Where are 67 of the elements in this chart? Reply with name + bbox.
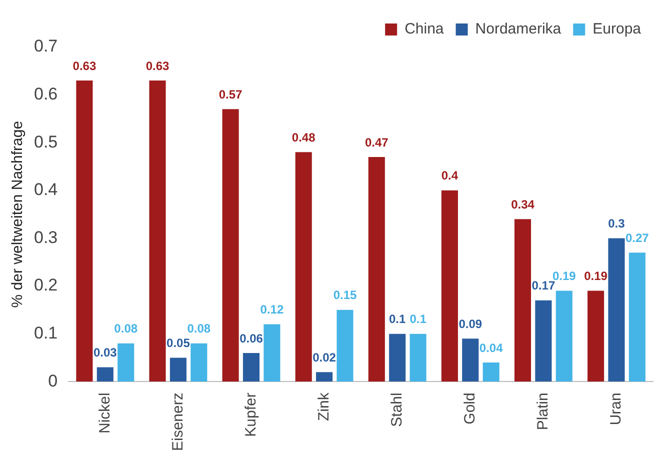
y-tick-label: 0.4 xyxy=(34,180,58,200)
legend-label: Europa xyxy=(592,20,642,38)
bar xyxy=(76,80,93,382)
data-label: 0.05 xyxy=(166,336,190,350)
bar xyxy=(389,334,406,382)
data-label: 0.1 xyxy=(388,312,406,326)
y-tick-label: 0.3 xyxy=(34,228,58,247)
bar xyxy=(368,156,385,382)
bar xyxy=(295,152,312,382)
data-label: 0.19 xyxy=(584,269,608,284)
bar xyxy=(514,219,532,382)
bar xyxy=(556,290,572,382)
y-axis-title: % der weltweiten Nachfrage xyxy=(9,120,26,308)
bar xyxy=(441,190,458,382)
data-label: 0.3 xyxy=(608,216,626,231)
bar xyxy=(96,367,114,382)
bar xyxy=(482,362,500,382)
bar xyxy=(410,334,426,382)
data-label: 0.03 xyxy=(93,346,118,360)
data-label: 0.02 xyxy=(312,350,336,364)
bar xyxy=(118,343,134,382)
bar xyxy=(316,372,333,382)
y-tick-label: 0.7 xyxy=(34,36,58,56)
x-tick-label: Kupfer xyxy=(242,392,260,437)
y-tick-label: 0.1 xyxy=(34,324,58,343)
data-label: 0.06 xyxy=(240,331,264,346)
bar xyxy=(222,109,239,382)
legend-label: China xyxy=(404,20,444,38)
data-label: 0.04 xyxy=(479,340,504,355)
bar xyxy=(336,310,354,382)
data-label: 0.34 xyxy=(511,197,535,212)
bar xyxy=(242,352,260,382)
data-label: 0.17 xyxy=(532,278,556,293)
data-label: 0.08 xyxy=(187,322,211,336)
y-tick-label: 0.2 xyxy=(34,276,58,295)
bar xyxy=(608,238,625,382)
data-label: 0.57 xyxy=(218,87,243,102)
y-tick-label: 0 xyxy=(48,371,58,390)
y-tick-label: 0.5 xyxy=(34,132,58,152)
bar xyxy=(628,252,646,382)
data-label: 0.15 xyxy=(333,288,357,302)
x-tick-label: Gold xyxy=(462,392,479,424)
x-tick-label: Nickel xyxy=(96,392,114,434)
bar xyxy=(588,290,604,382)
x-tick-label: Platin xyxy=(534,392,552,430)
data-label: 0.48 xyxy=(292,130,316,144)
y-tick-label: 0.6 xyxy=(34,84,58,104)
x-tick-label: Eisenerz xyxy=(169,392,186,451)
data-label: 0.4 xyxy=(441,168,458,183)
bar xyxy=(190,343,208,382)
bar xyxy=(462,338,479,382)
data-label: 0.63 xyxy=(72,58,96,73)
data-label: 0.27 xyxy=(625,230,650,245)
data-label: 0.08 xyxy=(114,322,138,336)
bar xyxy=(535,300,552,382)
data-label: 0.1 xyxy=(410,312,427,326)
x-tick-label: Zink xyxy=(315,392,332,421)
data-label: 0.63 xyxy=(146,58,170,73)
data-label: 0.12 xyxy=(260,302,284,317)
data-label: 0.47 xyxy=(364,135,389,150)
bar xyxy=(149,80,166,382)
x-tick-label: Stahl xyxy=(388,392,406,427)
bar xyxy=(264,324,280,382)
legend-label: Nordamerika xyxy=(475,20,562,38)
data-label: 0.09 xyxy=(458,316,482,331)
x-tick-label: Uran xyxy=(608,392,625,426)
bar xyxy=(170,358,186,382)
